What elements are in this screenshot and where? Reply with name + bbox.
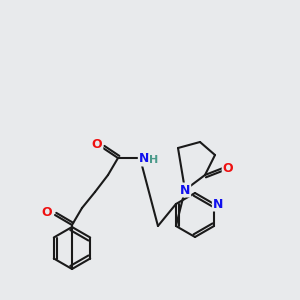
Text: O: O bbox=[223, 161, 233, 175]
Text: N: N bbox=[139, 152, 149, 166]
Text: O: O bbox=[42, 206, 52, 220]
Text: O: O bbox=[92, 139, 102, 152]
Text: H: H bbox=[149, 155, 159, 165]
Text: N: N bbox=[213, 197, 223, 211]
Text: N: N bbox=[180, 184, 190, 196]
